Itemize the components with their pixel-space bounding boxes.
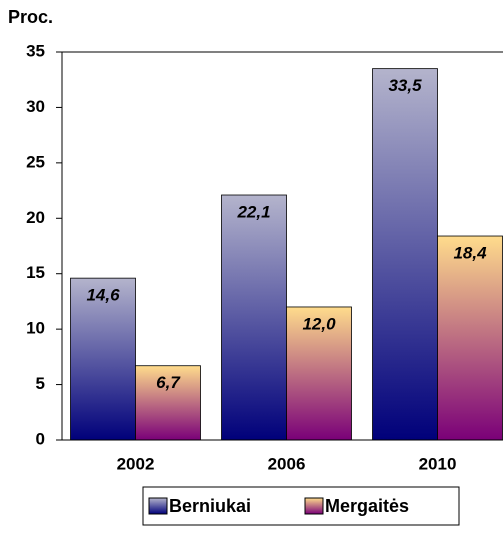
bar [221, 194, 287, 441]
value-label: 18,4 [453, 244, 487, 263]
y-tick-label: 30 [26, 97, 45, 116]
y-tick-label: 25 [26, 152, 45, 171]
value-label: 12,0 [302, 314, 336, 333]
value-label: 14,6 [86, 286, 120, 305]
y-tick-label: 5 [36, 374, 45, 393]
y-tick-label: 35 [26, 41, 45, 60]
y-tick-label: 10 [26, 319, 45, 338]
y-tick-label: 0 [36, 429, 45, 448]
legend-box [142, 486, 460, 526]
x-tick-label: 2002 [117, 454, 155, 473]
legend-label: Mergaitės [325, 496, 409, 516]
bar [372, 68, 438, 441]
y-axis-label: Proc. [8, 7, 53, 27]
legend-swatch [304, 497, 324, 515]
legend-label: Berniukai [169, 496, 251, 516]
x-tick-label: 2006 [268, 454, 306, 473]
x-tick-label: 2010 [419, 454, 457, 473]
bar [437, 235, 503, 441]
value-label: 33,5 [388, 76, 422, 95]
value-label: 22,1 [236, 202, 270, 221]
legend-swatch [148, 497, 168, 515]
y-tick-label: 20 [26, 208, 45, 227]
y-tick-label: 15 [26, 263, 45, 282]
value-label: 6,7 [156, 373, 181, 392]
